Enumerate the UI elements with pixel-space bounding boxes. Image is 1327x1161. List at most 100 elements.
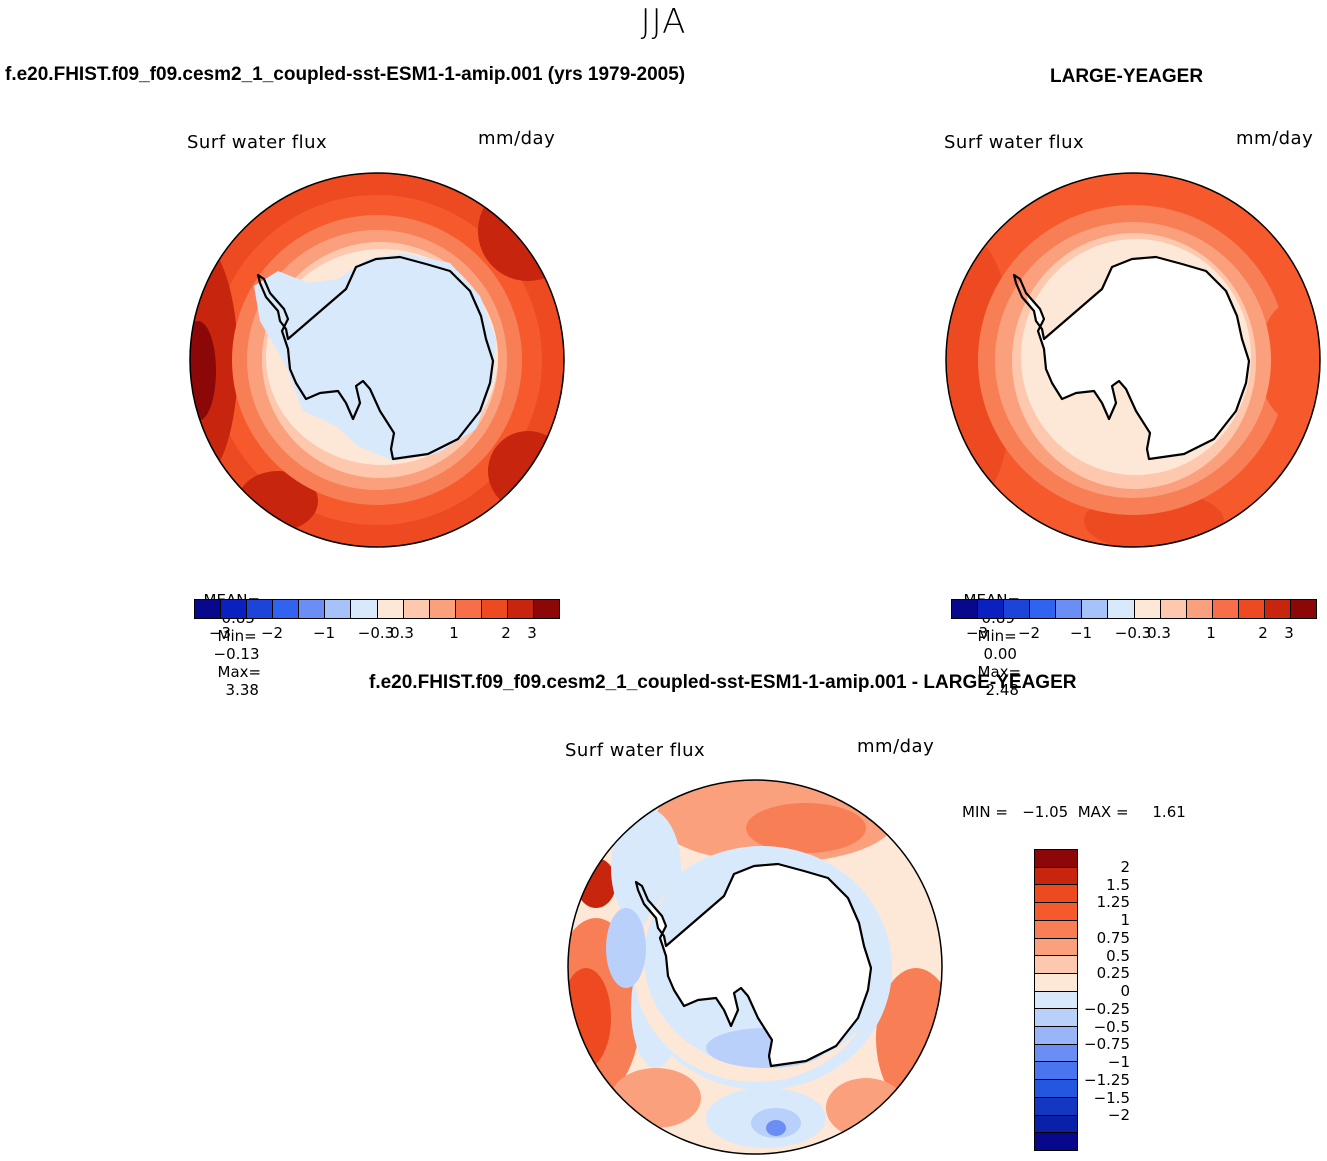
panel3-colorbar-tick: −0.25: [1084, 999, 1130, 1018]
panel1-colorbar-swatch: [403, 600, 430, 618]
panel2-colorbar-tick: −2: [1017, 624, 1041, 642]
panel1-colorbar-tick: 2: [501, 624, 511, 642]
panel2-colorbar-swatch: [1134, 600, 1161, 618]
panel3-colorbar-tick: 1.25: [1096, 893, 1130, 912]
panel2-colorbar-swatch: [1291, 600, 1317, 618]
panel2-colorbar-swatch: [1056, 600, 1083, 618]
panel3-colorbar-swatch: [1035, 1080, 1077, 1098]
panel3-colorbar-swatch: [1035, 1009, 1077, 1028]
panel1-min-value: −0.13: [213, 645, 260, 663]
panel2-min-value: 0.00: [983, 645, 1017, 663]
panel3-colorbar-tick: 0.25: [1096, 964, 1130, 983]
panel1-colorbar: [194, 599, 560, 619]
season-title: JJA: [640, 2, 687, 42]
panel1-contour-field: [190, 173, 564, 547]
panel1-colorbar-tick: 1: [449, 624, 459, 642]
panel2-colorbar-swatch: [1238, 600, 1265, 618]
panel1-colorbar-swatch: [195, 600, 222, 618]
panel3-colorbar-swatch: [1035, 991, 1077, 1010]
panel3-coastline: [634, 862, 873, 1068]
panel1-colorbar-swatch: [507, 600, 535, 618]
panel3-colorbar-tick: −2: [1107, 1106, 1130, 1125]
panel1-colorbar-swatch: [534, 600, 560, 618]
panel2-contour-field: [946, 173, 1320, 547]
panel3-colorbar-swatch: [1035, 1062, 1077, 1081]
panel1-polar-map: [189, 172, 565, 548]
panel1-coastline: [256, 255, 495, 461]
panel3-colorbar: [1034, 849, 1078, 1151]
panel2-colorbar-swatch: [1030, 600, 1057, 618]
panel1-case-title: f.e20.FHIST.f09_f09.cesm2_1_coupled-sst-…: [5, 64, 686, 85]
panel3-colorbar-swatch: [1035, 903, 1077, 921]
panel3-colorbar-tick: 0: [1120, 982, 1130, 1001]
panel3-colorbar-swatch: [1035, 1133, 1077, 1150]
panel3-units-label: mm/day: [857, 736, 935, 757]
panel3-variable-label: Surf water flux: [565, 740, 706, 761]
panel2-colorbar-swatch: [952, 600, 979, 618]
panel1-min-label: Min=: [217, 627, 257, 645]
panel1-colorbar-swatch: [351, 600, 378, 618]
panel1-colorbar-tick: −0.3: [357, 624, 395, 642]
panel2-max-label: Max=: [977, 663, 1022, 681]
panel2-max-value: 2.48: [985, 681, 1019, 699]
panel3-colorbar-tick: −0.75: [1084, 1035, 1130, 1054]
panel3-colorbar-tick: −1.5: [1093, 1088, 1130, 1107]
panel3-colorbar-swatch: [1035, 973, 1077, 992]
panel1-colorbar-tick: −3: [208, 624, 232, 642]
panel1-colorbar-swatch: [481, 600, 508, 618]
panel3-colorbar-tick: 0.5: [1106, 946, 1130, 965]
panel1-colorbar-swatch: [247, 600, 274, 618]
panel3-colorbar-swatch: [1035, 867, 1077, 886]
panel1-colorbar-swatch: [377, 600, 404, 618]
panel3-colorbar-tick: 2: [1120, 857, 1130, 876]
panel2-colorbar-swatch: [1212, 600, 1239, 618]
panel2-units-label: mm/day: [1236, 128, 1314, 149]
panel2-colorbar-swatch: [1186, 600, 1213, 618]
panel1-max-value: 3.38: [225, 681, 259, 699]
panel3-colorbar-swatch: [1035, 1115, 1077, 1134]
panel3-colorbar-swatch: [1035, 920, 1077, 939]
panel2-colorbar-tick: 2: [1258, 624, 1268, 642]
panel1-colorbar-ticks: −3 −2 −1 −0.3 0.3 1 2 3: [194, 624, 558, 644]
panel3-colorbar-swatch: [1035, 850, 1077, 868]
panel1-colorbar-swatch: [299, 600, 326, 618]
panel2-colorbar-tick: −1: [1069, 624, 1093, 642]
panel3-colorbar-swatch: [1035, 1097, 1077, 1116]
panel3-colorbar-tick: −1: [1107, 1053, 1130, 1072]
panel2-variable-label: Surf water flux: [944, 132, 1085, 153]
panel3-colorbar-tick: 1: [1120, 911, 1130, 930]
panel2-colorbar-tick: −3: [965, 624, 989, 642]
panel1-colorbar-tick: 0.3: [390, 624, 414, 642]
panel3-minmax: MIN = −1.05 MAX = 1.61: [962, 803, 1186, 821]
panel3-polar-map: [567, 779, 943, 1155]
panel2-colorbar-tick: 1: [1206, 624, 1216, 642]
panel3-colorbar-swatch: [1035, 1044, 1077, 1063]
panel3-colorbar-tick: 1.5: [1106, 875, 1130, 894]
panel2-colorbar-swatch: [1264, 600, 1292, 618]
panel2-colorbar-swatch: [978, 600, 1005, 618]
panel1-colorbar-swatch: [429, 600, 456, 618]
panel2-colorbar-swatch: [1108, 600, 1135, 618]
panel1-colorbar-swatch: [221, 600, 248, 618]
panel3-colorbar-swatch: [1035, 885, 1077, 904]
panel3-colorbar-tick: −1.25: [1084, 1070, 1130, 1089]
panel1-colorbar-swatch: [273, 600, 300, 618]
panel1-colorbar-tick: −1: [312, 624, 336, 642]
panel2-case-title: LARGE-YEAGER: [1050, 66, 1204, 87]
panel2-colorbar-tick: 3: [1284, 624, 1294, 642]
panel2-coastline: [1012, 255, 1251, 461]
panel3-colorbar-tick: −0.5: [1093, 1017, 1130, 1036]
panel1-colorbar-swatch: [325, 600, 352, 618]
panel1-colorbar-tick: −2: [260, 624, 284, 642]
panel2-colorbar: [951, 599, 1317, 619]
panel2-colorbar-swatch: [1082, 600, 1109, 618]
panel2-colorbar-swatch: [1160, 600, 1187, 618]
panel1-max-label: Max=: [217, 663, 262, 681]
panel2-polar-map: [945, 172, 1321, 548]
panel2-colorbar-ticks: −3 −2 −1 −0.3 0.3 1 2 3: [951, 624, 1315, 644]
panel1-colorbar-swatch: [455, 600, 482, 618]
panel2-colorbar-swatch: [1004, 600, 1031, 618]
panel2-colorbar-tick: 0.3: [1147, 624, 1171, 642]
panel3-colorbar-ticks: 2 1.5 1.25 1 0.75 0.5 0.25 0 −0.25 −0.5 −0.75 −1 −1.…: [1074, 849, 1134, 1151]
panel3-colorbar-tick: 0.75: [1096, 928, 1130, 947]
